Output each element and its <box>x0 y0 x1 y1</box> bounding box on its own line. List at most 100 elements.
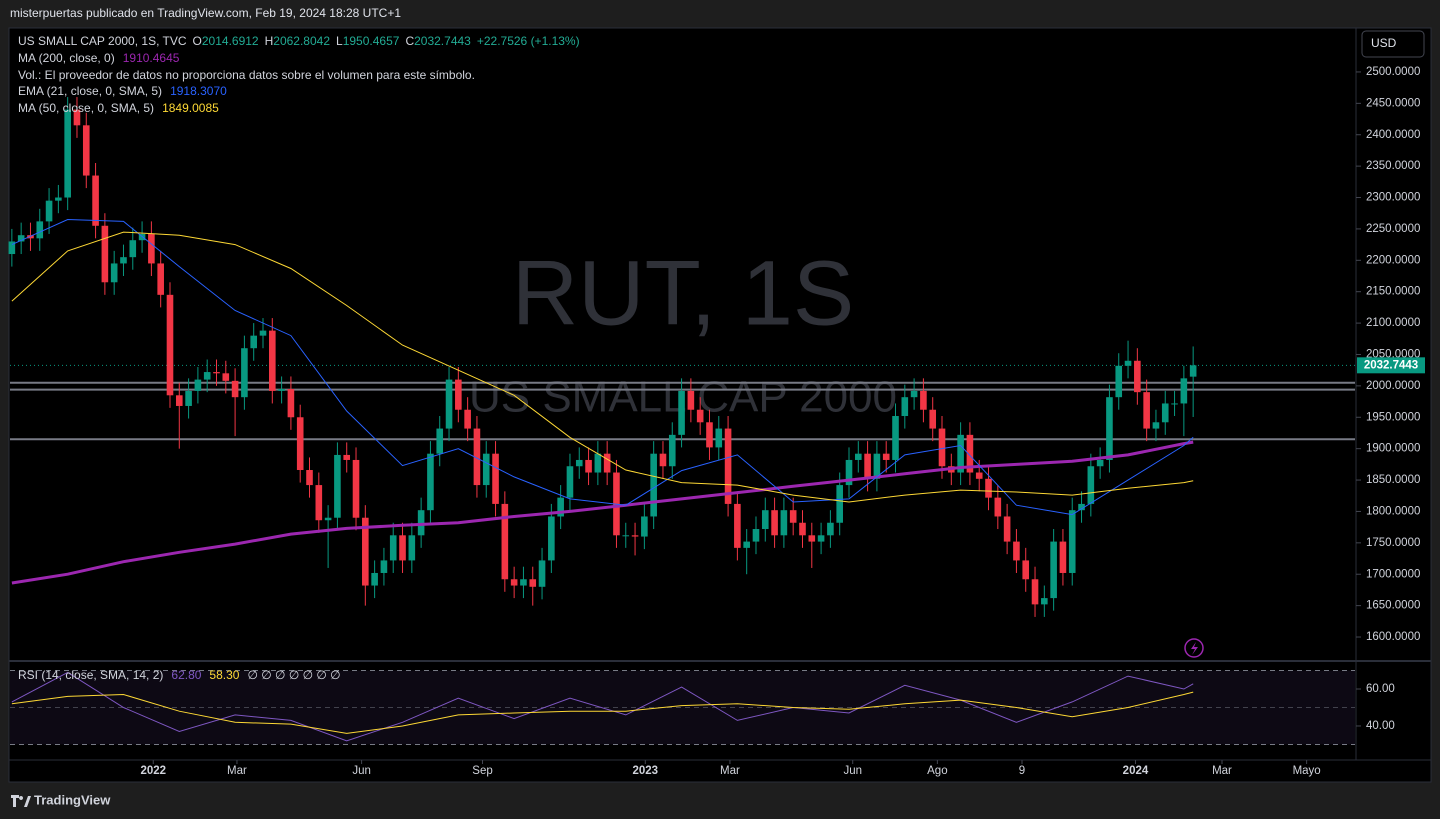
y-tick-label: 2400.0000 <box>1366 129 1420 141</box>
prefix: C <box>405 34 414 48</box>
candle-body <box>1096 459 1104 467</box>
rsi-line <box>11 691 1194 734</box>
candle-body <box>622 535 630 537</box>
candle-body <box>1003 516 1011 542</box>
x-tick-label: Mar <box>720 765 740 777</box>
header-text: misterpuertas publicado en TradingView.c… <box>10 6 401 20</box>
candle-body <box>594 453 602 473</box>
candle-body <box>1115 365 1123 398</box>
candle-body <box>966 434 974 473</box>
candle-body <box>231 380 239 398</box>
candle-body <box>575 459 583 467</box>
candle-body <box>724 428 732 504</box>
candle-body <box>566 466 574 498</box>
currency-label[interactable]: USD <box>1371 36 1397 50</box>
candle-body <box>901 397 909 417</box>
candle-body <box>845 459 853 486</box>
candle-body <box>148 233 155 264</box>
candle-body <box>585 459 592 473</box>
y-tick-label: 2250.0000 <box>1366 223 1420 235</box>
candle-body <box>1022 560 1030 580</box>
candle-body <box>1013 541 1020 561</box>
candle-body <box>882 453 890 460</box>
candle-body <box>557 497 564 517</box>
y-tick-label: 40.00 <box>1366 720 1395 732</box>
candle-body <box>1143 392 1150 429</box>
watermark-symbol: RUT, 1S <box>512 242 855 344</box>
y-tick-label: 2450.0000 <box>1366 97 1420 109</box>
candle-body <box>464 409 471 429</box>
candle-body <box>1124 360 1132 366</box>
candle-body <box>343 454 351 460</box>
candle-body <box>743 541 750 548</box>
alert-icon[interactable] <box>1184 638 1204 658</box>
candle-body <box>994 497 1002 517</box>
candle-body <box>706 422 713 448</box>
candle-body <box>910 390 918 398</box>
candle-body <box>603 453 611 473</box>
candle-body <box>1171 403 1178 405</box>
x-tick-label: Jun <box>843 765 862 777</box>
indicator-name: MA (200, close, 0) <box>18 51 115 65</box>
candle-body <box>306 470 313 486</box>
candle-body <box>938 428 946 467</box>
x-tick-label: Mar <box>1212 765 1232 777</box>
candle-body <box>185 390 192 406</box>
indicator-line <box>11 231 1194 503</box>
candle-body <box>473 428 481 486</box>
x-tick-label: Mar <box>227 765 247 777</box>
candle-body <box>287 389 295 418</box>
indicator-line <box>11 218 1194 516</box>
candle-body <box>1152 422 1160 429</box>
candle-body <box>222 373 230 381</box>
prefix: H <box>265 34 274 48</box>
candle-body <box>73 109 81 126</box>
candle-body <box>175 395 183 406</box>
candle-body <box>213 372 220 374</box>
candle-body <box>799 522 806 536</box>
empty-values: ∅ ∅ ∅ ∅ ∅ ∅ ∅ <box>247 668 340 682</box>
y-tick-label: 2000.0000 <box>1366 380 1420 392</box>
candle-body <box>55 197 62 201</box>
y-tick-label: 1950.0000 <box>1366 411 1420 423</box>
candle-body <box>455 379 462 410</box>
x-tick-label: Sep <box>472 765 492 777</box>
candle-body <box>529 579 537 587</box>
candle-body <box>538 560 546 587</box>
indicator-value: 58.30 <box>209 668 239 682</box>
candle-body <box>650 453 657 517</box>
candle-body <box>482 453 490 486</box>
candle-body <box>334 454 341 518</box>
foreground-layer: US SMALL CAP 2000, 1S, TVC O2014.6912 H206… <box>11 30 1425 807</box>
candle-body <box>194 379 202 391</box>
candle-body <box>501 503 509 580</box>
candle-body <box>659 453 667 467</box>
y-tick-label: 1650.0000 <box>1366 600 1420 612</box>
candle-body <box>17 235 25 242</box>
legend-ema21: EMA (21, close, 0, SMA, 5) 1918.3070 <box>18 84 227 98</box>
y-tick-label: 2200.0000 <box>1366 254 1420 266</box>
y-tick-label: 2300.0000 <box>1366 192 1420 204</box>
candle-body <box>873 453 881 479</box>
candle-body <box>715 428 723 448</box>
candle-body <box>203 372 211 380</box>
candle-body <box>45 200 53 222</box>
indicator-name: MA (50, close, 0, SMA, 5) <box>18 101 154 115</box>
candle-body <box>1106 397 1113 460</box>
candle-body <box>510 579 518 586</box>
candle-body <box>985 478 992 498</box>
candle-body <box>687 390 695 410</box>
y-tick-label: 1800.0000 <box>1366 505 1420 517</box>
currency-button[interactable] <box>1361 30 1425 58</box>
indicator-value: 1918.3070 <box>170 84 227 98</box>
x-tick-label: 2024 <box>1123 765 1149 777</box>
change: +22.7526 (+1.13%) <box>477 34 580 48</box>
candle-body <box>92 175 99 226</box>
candle-body <box>166 294 174 396</box>
candle-body <box>929 409 937 429</box>
candle-body <box>296 417 304 471</box>
open-value: 2014.6912 <box>202 34 259 48</box>
candle-body <box>892 416 899 460</box>
